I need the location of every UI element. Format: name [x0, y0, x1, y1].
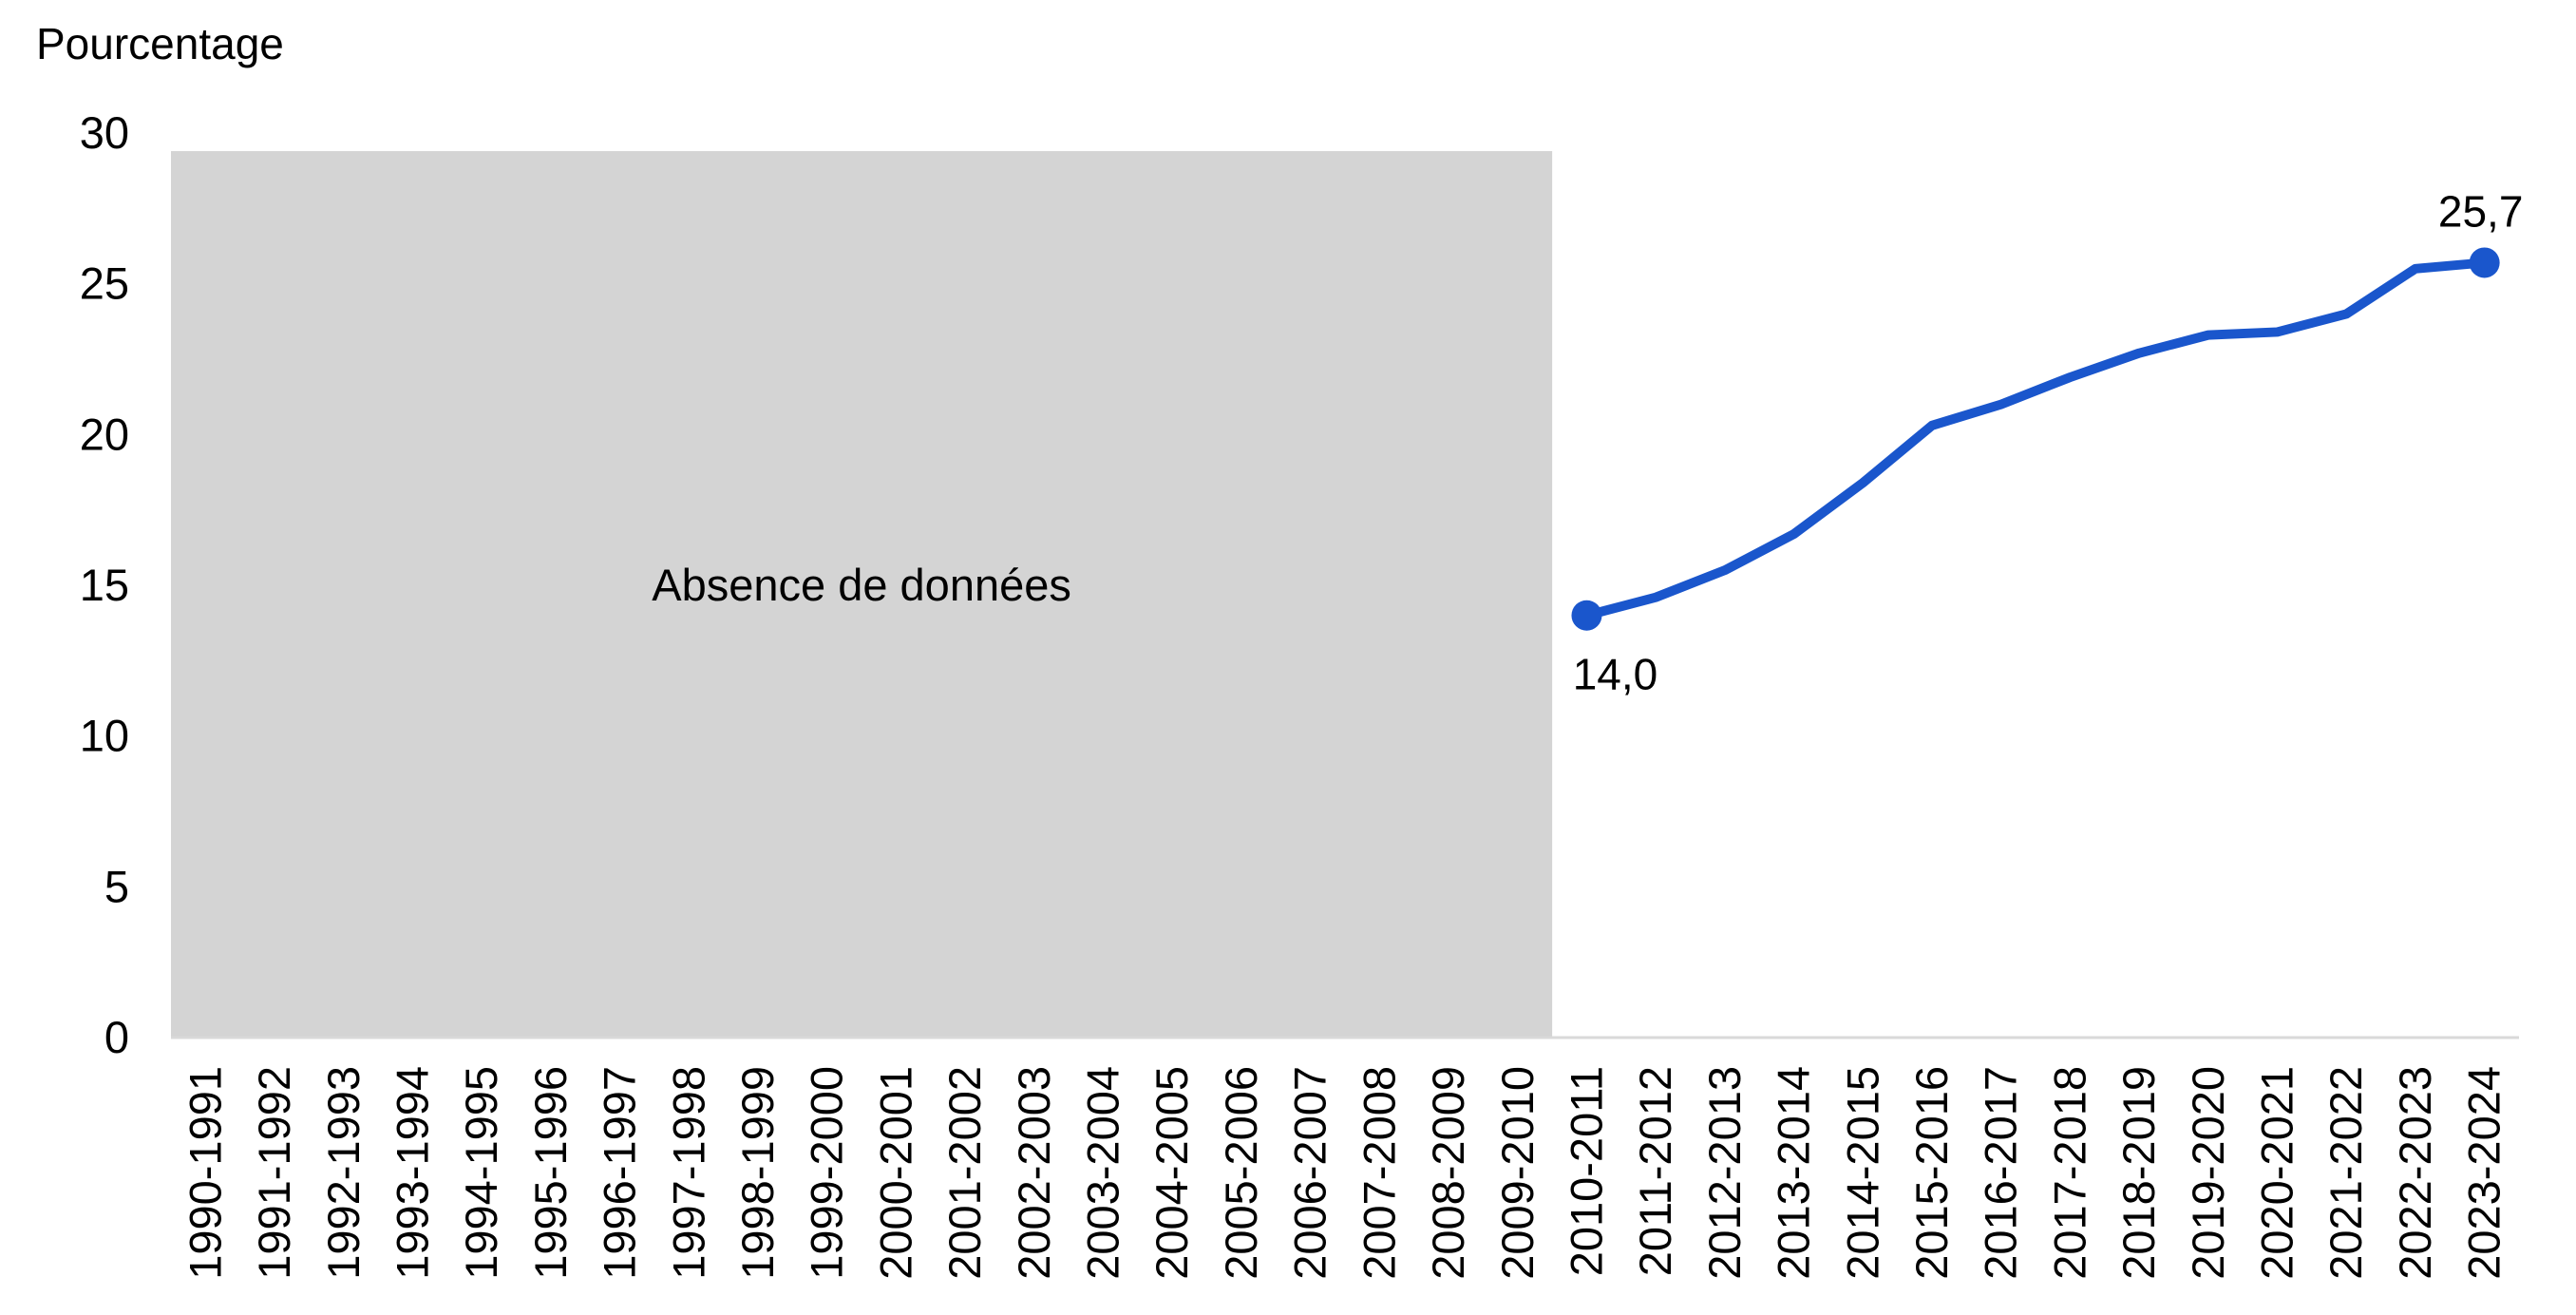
x-tick-label: 2020-2021 — [2252, 1066, 2302, 1280]
y-tick-label: 15 — [80, 560, 129, 610]
x-tick-label: 2016-2017 — [1976, 1066, 2026, 1280]
x-tick-label: 2002-2003 — [1009, 1066, 1059, 1280]
x-tick-label: 2007-2008 — [1354, 1066, 1404, 1280]
y-axis-tick-labels: 0 5 10 15 20 25 30 — [80, 107, 129, 1062]
x-tick-label: 1998-1999 — [732, 1066, 783, 1280]
x-tick-label: 2023-2024 — [2459, 1066, 2510, 1280]
x-tick-label: 2014-2015 — [1837, 1066, 1887, 1280]
y-tick-label: 0 — [104, 1012, 129, 1062]
y-tick-label: 25 — [80, 258, 129, 309]
x-tick-label: 2001-2002 — [939, 1066, 990, 1280]
x-tick-label: 1999-2000 — [802, 1066, 852, 1280]
y-tick-label: 5 — [104, 861, 129, 911]
x-tick-label: 2009-2010 — [1492, 1066, 1543, 1280]
no-data-rect — [171, 151, 1553, 1039]
x-tick-label: 1997-1998 — [663, 1066, 713, 1280]
y-tick-label: 20 — [80, 409, 129, 459]
x-tick-label: 2021-2022 — [2320, 1066, 2371, 1280]
x-tick-label: 2015-2016 — [1906, 1066, 1957, 1280]
x-tick-label: 1993-1994 — [387, 1066, 437, 1280]
x-tick-label: 2019-2020 — [2183, 1066, 2233, 1280]
x-tick-label: 1995-1996 — [525, 1066, 576, 1280]
x-tick-label: 2006-2007 — [1285, 1066, 1335, 1280]
x-tick-label: 1992-1993 — [318, 1066, 369, 1280]
x-tick-label: 2008-2009 — [1423, 1066, 1473, 1280]
data-point-marker — [1571, 600, 1602, 631]
x-tick-label: 1991-1992 — [249, 1066, 299, 1280]
x-tick-label: 2011-2012 — [1630, 1066, 1680, 1276]
series-line-group — [1571, 247, 2500, 631]
x-tick-label: 2012-2013 — [1699, 1066, 1750, 1280]
y-tick-label: 10 — [80, 711, 129, 761]
data-labels: 14,0 25,7 — [1573, 186, 2524, 698]
series-line — [1582, 257, 2490, 620]
no-data-label: Absence de données — [652, 560, 1071, 610]
y-axis-label: Pourcentage — [36, 19, 284, 68]
x-tick-label: 2000-2001 — [870, 1066, 920, 1280]
x-tick-label: 1996-1997 — [595, 1066, 645, 1280]
no-data-region: Absence de données — [171, 151, 1553, 1039]
x-tick-label: 2004-2005 — [1146, 1066, 1197, 1280]
x-tick-label: 2013-2014 — [1769, 1066, 1819, 1280]
x-tick-label: 2010-2011 — [1561, 1066, 1611, 1276]
x-tick-label: 2018-2019 — [2113, 1066, 2164, 1280]
x-tick-label: 2017-2018 — [2044, 1066, 2094, 1280]
x-tick-label: 2005-2006 — [1216, 1066, 1266, 1280]
data-label: 25,7 — [2438, 186, 2524, 236]
data-point-marker — [2469, 247, 2500, 278]
x-tick-label: 1990-1991 — [180, 1066, 230, 1280]
x-axis-tick-labels: 1990-1991 1991-1992 1992-1993 1993-1994 1994… — [180, 1066, 2509, 1280]
x-tick-label: 2022-2023 — [2390, 1066, 2440, 1280]
x-tick-label: 1994-1995 — [456, 1066, 506, 1280]
x-tick-label: 2003-2004 — [1078, 1066, 1128, 1280]
y-tick-label: 30 — [80, 107, 129, 158]
data-label: 14,0 — [1573, 650, 1658, 699]
